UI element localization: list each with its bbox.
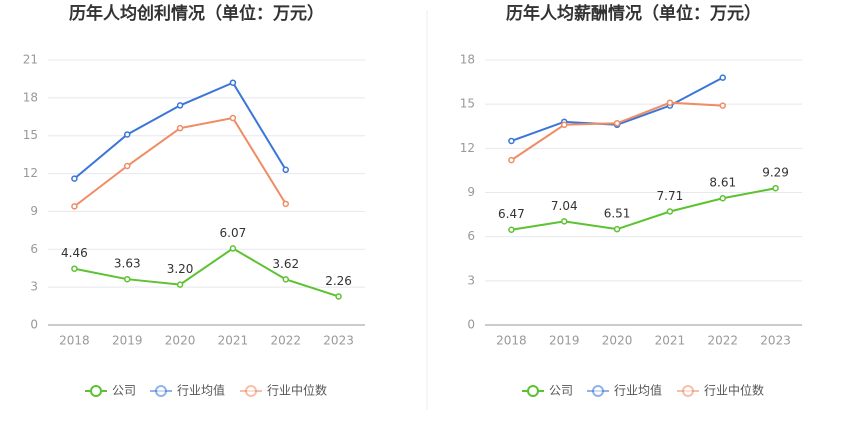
data-label: 8.61: [709, 176, 736, 190]
y-tick-label: 15: [23, 128, 38, 142]
legend-label: 行业中位数: [267, 383, 327, 398]
legend-label: 公司: [549, 384, 573, 398]
data-label: 6.07: [220, 226, 247, 240]
legend-swatch: [682, 385, 694, 397]
y-tick-label: 18: [460, 53, 475, 67]
y-tick-label: 0: [30, 318, 38, 332]
data-label: 6.51: [604, 207, 631, 221]
y-tick-label: 0: [467, 318, 475, 332]
data-point: [176, 124, 184, 132]
data-point: [282, 200, 289, 208]
data-label: 3.63: [114, 257, 141, 271]
data-point: [124, 131, 131, 138]
data-point: [71, 175, 78, 182]
x-tick-label: 2020: [602, 334, 633, 348]
data-label: 6.47: [498, 207, 525, 221]
series-line: [511, 76, 724, 142]
data-point: [71, 203, 78, 210]
data-point: [666, 99, 674, 106]
chart-title: 历年人均薪酬情况（单位：万元）: [506, 3, 761, 24]
data-label: 4.46: [61, 246, 88, 260]
data-point: [229, 245, 237, 252]
data-point: [613, 120, 621, 127]
data-point: [772, 184, 779, 192]
legend-label: 行业均值: [177, 383, 225, 398]
series-line: [510, 101, 723, 161]
data-point: [282, 276, 289, 283]
x-tick-label: 2023: [760, 334, 791, 348]
data-point: [561, 121, 568, 129]
legend-swatch: [90, 385, 102, 397]
x-tick-label: 2022: [270, 334, 301, 348]
data-label: 9.29: [762, 166, 789, 180]
data-label: 7.71: [657, 189, 684, 203]
data-point: [719, 74, 726, 81]
data-point: [71, 265, 78, 272]
x-tick-label: 2018: [496, 334, 527, 348]
data-point: [176, 102, 184, 109]
y-tick-label: 9: [467, 185, 475, 199]
legend-label: 行业中位数: [704, 383, 764, 398]
x-tick-label: 2019: [112, 334, 143, 348]
data-point: [176, 281, 184, 288]
data-point: [666, 208, 674, 215]
x-tick-label: 2019: [549, 334, 580, 348]
data-point: [561, 218, 568, 225]
legend-swatch: [155, 385, 167, 397]
legend-swatch: [245, 385, 257, 397]
legend-label: 公司: [112, 384, 136, 398]
data-label: 3.20: [167, 262, 194, 276]
legend-swatch: [592, 385, 604, 397]
y-tick-label: 12: [460, 141, 475, 155]
y-tick-label: 21: [23, 53, 38, 67]
y-tick-label: 12: [23, 166, 38, 180]
data-label: 3.62: [272, 257, 299, 271]
data-point: [229, 114, 237, 122]
y-tick-label: 3: [30, 280, 38, 294]
x-tick-label: 2022: [707, 334, 738, 348]
y-tick-label: 6: [467, 229, 475, 243]
data-point: [124, 162, 131, 170]
series-line: [511, 187, 776, 231]
series-line: [74, 247, 339, 298]
legend-swatch: [527, 385, 539, 397]
chart-title: 历年人均创利情况（单位：万元）: [69, 3, 324, 24]
y-tick-label: 6: [30, 242, 38, 256]
data-point: [508, 226, 515, 233]
data-point: [719, 194, 726, 202]
data-point: [124, 275, 131, 283]
data-label: 2.26: [325, 274, 352, 288]
data-point: [508, 137, 515, 145]
x-tick-label: 2020: [165, 334, 196, 348]
data-point: [719, 102, 726, 109]
data-label: 7.04: [551, 199, 578, 213]
y-tick-label: 3: [467, 273, 475, 287]
x-tick-label: 2021: [655, 334, 686, 348]
x-tick-label: 2021: [218, 334, 249, 348]
data-point: [229, 79, 237, 86]
x-tick-label: 2023: [323, 334, 354, 348]
data-point: [335, 293, 342, 300]
y-tick-label: 18: [23, 90, 38, 104]
y-tick-label: 9: [30, 204, 38, 218]
data-point: [613, 225, 621, 233]
x-tick-label: 2018: [59, 334, 90, 348]
legend-label: 行业均值: [614, 383, 662, 398]
data-point: [282, 166, 289, 174]
data-point: [508, 156, 515, 164]
y-tick-label: 15: [460, 97, 475, 111]
